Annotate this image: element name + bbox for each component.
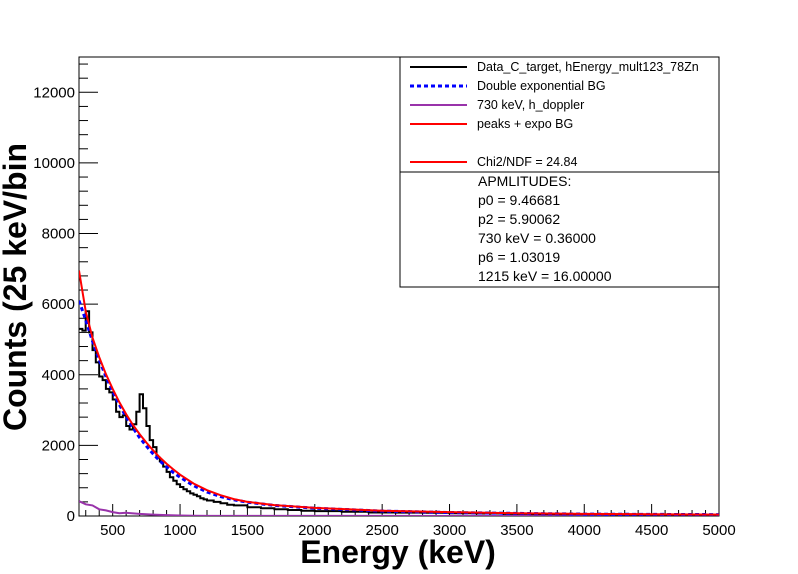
x-tick-label: 500 — [100, 522, 125, 539]
x-tick-label: 1500 — [231, 522, 264, 539]
y-tick-label: 12000 — [33, 84, 75, 101]
stats-line: 730 keV = 0.36000 — [478, 230, 596, 246]
x-tick-label: 1000 — [163, 522, 196, 539]
legend: Data_C_target, hEnergy_mult123_78Zn Doubl… — [410, 60, 699, 169]
y-tick-label: 8000 — [42, 226, 75, 243]
x-axis-title: Energy (keV) — [300, 534, 496, 570]
stats-line: p6 = 1.03019 — [478, 249, 560, 265]
stats-box — [399, 171, 720, 288]
x-tick-label: 2000 — [298, 522, 331, 539]
stats-line: 1215 keV = 16.00000 — [478, 268, 612, 284]
series-2-line — [79, 500, 719, 516]
y-axis: 0 2000 4000 6000 8000 10000 12000 — [33, 63, 98, 525]
x-tick-label: 2500 — [365, 522, 398, 539]
y-tick-label: 4000 — [42, 367, 75, 384]
x-tick-label: 3500 — [500, 522, 533, 539]
stats-line: APMLITUDES: — [478, 173, 571, 189]
y-tick-label: 10000 — [33, 155, 75, 172]
y-tick-label: 2000 — [42, 437, 75, 454]
x-tick-label: 5000 — [702, 522, 735, 539]
legend-entry-label: Double exponential BG — [477, 79, 606, 93]
stats-line: p2 = 5.90062 — [478, 211, 560, 227]
stats-box-content: APMLITUDES: p0 = 9.46681 p2 = 5.90062 730 k… — [478, 173, 612, 284]
x-tick-label: 4500 — [635, 522, 668, 539]
legend-entry-label: 730 keV, h_doppler — [477, 98, 584, 112]
legend-box — [399, 56, 720, 173]
legend-entry-label: Data_C_target, hEnergy_mult123_78Zn — [477, 60, 699, 74]
series-3-line — [79, 270, 719, 516]
y-axis-title: Counts (25 keV/bin — [0, 143, 33, 431]
legend-entry-label: peaks + expo BG — [477, 117, 573, 131]
legend-entry-label: Chi2/NDF = 24.84 — [477, 155, 577, 169]
x-tick-label: 3000 — [433, 522, 466, 539]
stats-line: p0 = 9.46681 — [478, 192, 560, 208]
x-tick-label: 4000 — [568, 522, 601, 539]
y-tick-label: 6000 — [42, 296, 75, 313]
x-axis: 500 1000 1500 2000 2500 3000 3500 4000 4500 5000 — [85, 504, 736, 539]
series-layer — [79, 270, 719, 516]
y-tick-label: 0 — [67, 508, 75, 525]
